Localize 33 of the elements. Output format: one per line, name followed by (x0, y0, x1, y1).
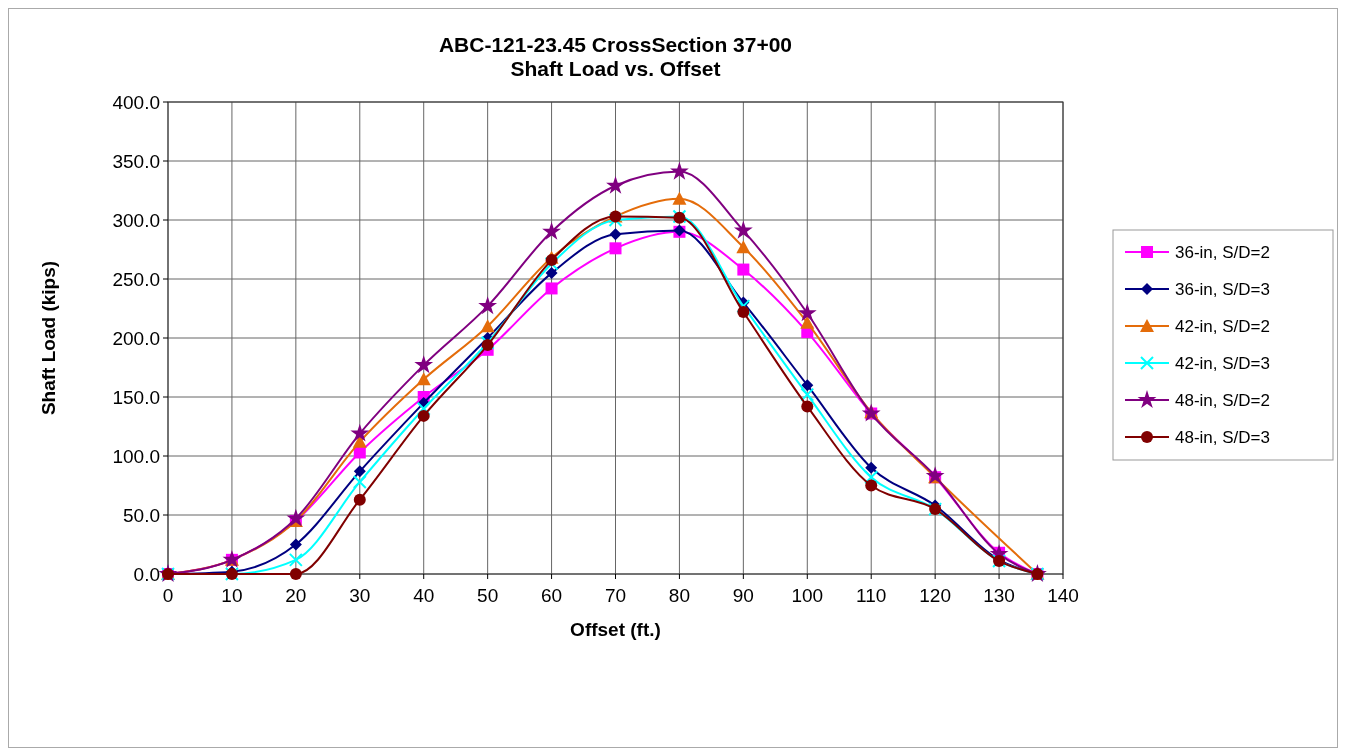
x-tick-label: 60 (541, 585, 563, 606)
x-tick-label: 120 (919, 585, 951, 606)
legend-label: 42-in, S/D=3 (1175, 354, 1270, 373)
legend-label: 42-in, S/D=2 (1175, 317, 1270, 336)
y-tick-label: 0.0 (133, 564, 160, 585)
y-tick-label: 250.0 (112, 269, 160, 290)
x-tick-label: 40 (413, 585, 435, 606)
legend-label: 48-in, S/D=3 (1175, 428, 1270, 447)
chart-title: ABC-121-23.45 CrossSection 37+00 Shaft Load vs. Offset (438, 33, 793, 80)
x-tick-label: 130 (983, 585, 1015, 606)
x-tick-label: 110 (856, 585, 887, 606)
x-tick-label: 10 (221, 585, 243, 606)
x-tick-label: 50 (477, 585, 499, 606)
x-tick-label: 70 (604, 585, 627, 606)
legend-label: 36-in, S/D=3 (1175, 280, 1270, 299)
x-tick-label: 80 (668, 585, 690, 606)
legend-label: 36-in, S/D=2 (1175, 243, 1270, 262)
x-tick-label: 0 (162, 585, 174, 606)
y-tick-label: 100.0 (112, 446, 160, 467)
x-tick-label: 30 (349, 585, 371, 606)
x-tick-label: 20 (285, 585, 307, 606)
y-tick-label: 350.0 (112, 151, 160, 172)
y-tick-label: 150.0 (112, 387, 160, 408)
y-tick-label: 50.0 (123, 505, 160, 526)
legend-label: 48-in, S/D=2 (1175, 391, 1270, 410)
x-tick-label: 140 (1047, 585, 1079, 606)
x-tick-label: 90 (732, 585, 754, 606)
y-tick-label: 300.0 (112, 210, 160, 231)
y-tick-label: 200.0 (112, 328, 160, 349)
x-tick-label: 100 (791, 585, 824, 606)
x-axis-title: Offset (ft.) (570, 619, 661, 640)
y-tick-label: 400.0 (112, 92, 160, 113)
y-axis-title: Shaft Load (kips) (38, 260, 59, 416)
